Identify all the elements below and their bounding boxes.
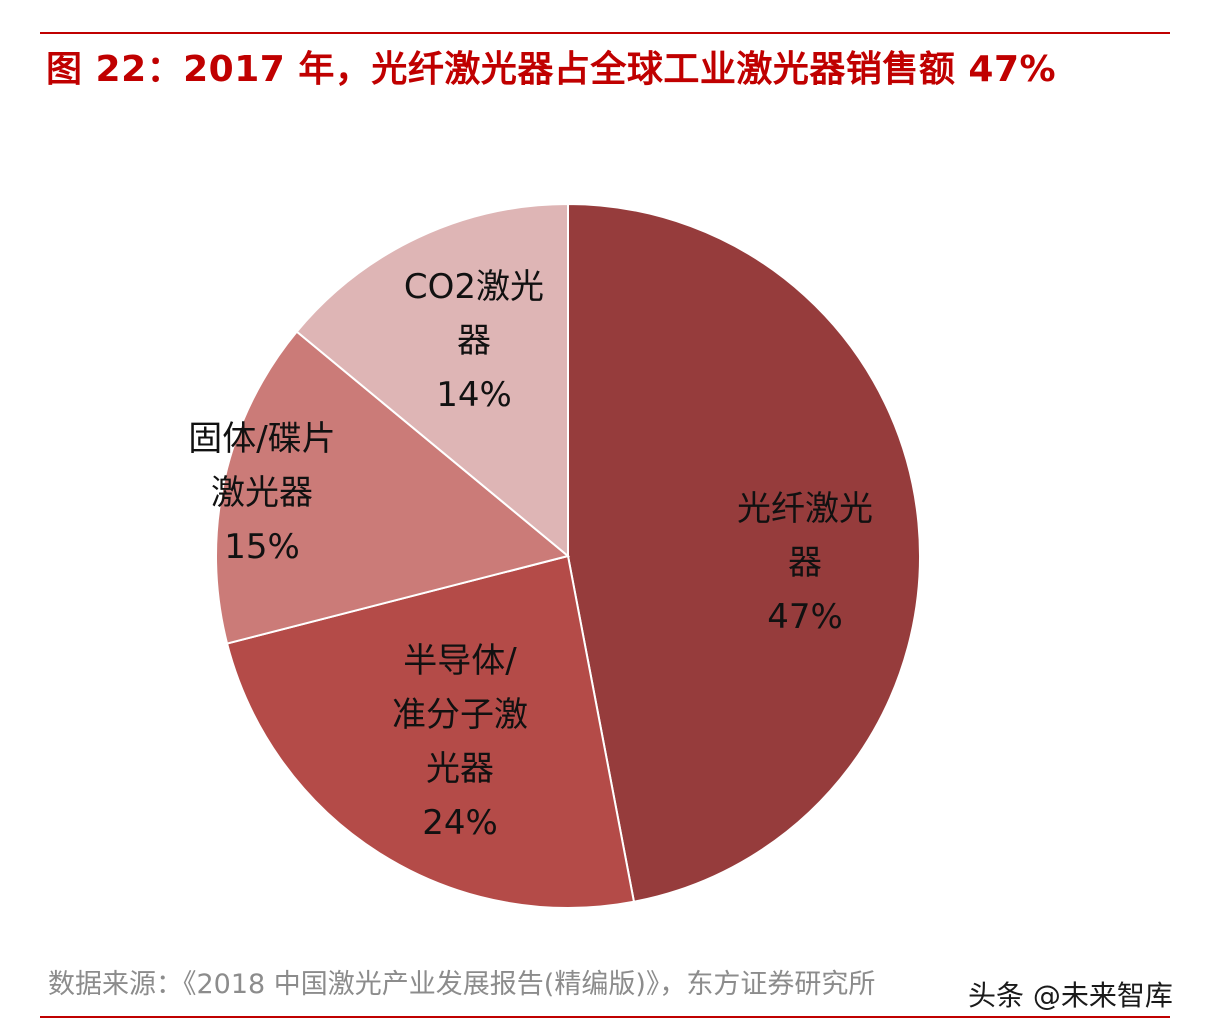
slice-label-4: CO2激光 — [404, 267, 544, 307]
slice-label-2: 准分子激 — [392, 695, 528, 735]
top-rule — [40, 32, 1170, 34]
slice-label-2: 半导体/ — [403, 641, 517, 681]
slice-percent-label-1: 47% — [767, 597, 843, 637]
source-note: 数据来源：《2018 中国激光产业发展报告(精编版)》，东方证券研究所 — [48, 969, 876, 1000]
slice-label-3: 固体/碟片 — [188, 419, 335, 459]
slice-percent-label-2: 24% — [422, 803, 498, 843]
bottom-rule — [40, 1016, 1170, 1018]
pie-slice-3 — [215, 330, 571, 645]
pie-slice-1 — [567, 202, 921, 903]
figure-title: 图 22：2017 年，光纤激光器占全球工业激光器销售额 47% — [46, 49, 1057, 90]
watermark-text: 头条 @未来智库 — [962, 974, 1179, 1014]
slice-label-1: 光纤激光 — [737, 489, 873, 529]
pie-slice-4 — [295, 202, 569, 559]
slice-label-4: 器 — [457, 321, 491, 361]
slice-label-2: 光器 — [426, 749, 494, 789]
slice-percent-label-4: 14% — [436, 375, 512, 415]
pie-slice-2 — [225, 554, 636, 909]
slice-percent-label-3: 15% — [224, 527, 300, 567]
slice-label-3: 激光器 — [211, 473, 313, 513]
slice-label-1: 器 — [788, 543, 822, 583]
